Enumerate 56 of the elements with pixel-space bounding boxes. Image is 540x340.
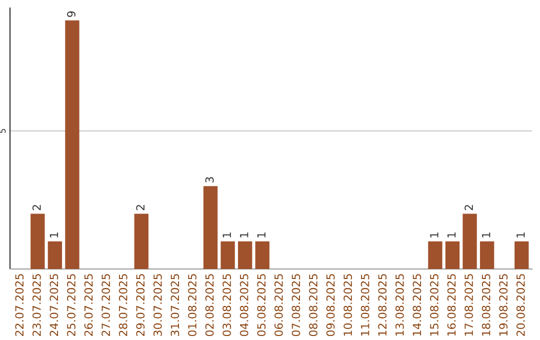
bar xyxy=(220,241,235,269)
x-tick-label: 10.08.2025 xyxy=(344,274,352,336)
x-tick-label: 18.08.2025 xyxy=(482,274,490,336)
x-tick-label: 04.08.2025 xyxy=(240,274,248,336)
x-tick-label: 07.08.2025 xyxy=(292,274,300,336)
data-label: 1 xyxy=(430,232,438,238)
bar xyxy=(445,241,460,269)
x-tick-label: 12.08.2025 xyxy=(378,274,387,336)
data-label: 9 xyxy=(67,11,76,17)
x-tick-label: 31.07.2025 xyxy=(170,274,180,336)
data-label: 1 xyxy=(482,232,490,238)
data-label: 1 xyxy=(50,232,58,238)
x-tick-label: 03.08.2025 xyxy=(222,274,232,336)
x-tick-label: 06.08.2025 xyxy=(274,274,283,336)
data-label: 1 xyxy=(257,232,266,238)
bar xyxy=(255,241,270,269)
x-tick-label: 02.08.2025 xyxy=(205,274,214,336)
data-label: 2 xyxy=(136,205,144,210)
bar xyxy=(65,20,80,269)
bar xyxy=(48,241,62,269)
x-tick-label: 09.08.2025 xyxy=(326,274,335,336)
data-label: 1 xyxy=(222,232,231,238)
x-tick-label: 22.07.2025 xyxy=(15,274,24,336)
bar xyxy=(514,241,529,269)
x-tick-label: 19.08.2025 xyxy=(499,274,508,336)
x-tick-label: 29.07.2025 xyxy=(136,274,145,336)
x-tick-label: 20.08.2025 xyxy=(516,274,525,336)
x-tick-label: 14.08.2025 xyxy=(412,274,422,336)
bar xyxy=(203,186,218,269)
x-tick-label: 05.08.2025 xyxy=(257,274,266,336)
data-label: 3 xyxy=(205,177,214,183)
data-label: 2 xyxy=(464,205,473,210)
bar xyxy=(462,214,477,269)
x-tick-label: 24.07.2025 xyxy=(50,274,58,336)
bar xyxy=(238,241,252,269)
bar xyxy=(480,241,494,269)
x-tick-label: 08.08.2025 xyxy=(309,274,318,336)
x-tick-label: 11.08.2025 xyxy=(360,274,370,336)
data-label: 1 xyxy=(516,232,525,238)
x-tick-label: 01.08.2025 xyxy=(188,274,196,336)
x-tick-label: 26.07.2025 xyxy=(84,274,93,336)
data-label: 1 xyxy=(240,232,248,238)
x-tick-label: 15.08.2025 xyxy=(430,274,438,336)
x-tick-label: 23.07.2025 xyxy=(32,274,41,336)
x-tick-label: 17.08.2025 xyxy=(464,274,473,336)
x-tick-label: 13.08.2025 xyxy=(395,274,404,336)
x-tick-label: 25.07.2025 xyxy=(67,274,76,336)
data-label: 1 xyxy=(447,232,456,238)
data-label: 2 xyxy=(32,205,41,210)
bar xyxy=(30,214,45,269)
bar xyxy=(134,214,148,269)
x-tick-label: 28.07.2025 xyxy=(118,274,128,336)
x-tick-label: 27.07.2025 xyxy=(102,274,110,336)
bar xyxy=(428,241,442,269)
x-tick-label: 30.07.2025 xyxy=(153,274,162,336)
x-tick-label: 16.08.2025 xyxy=(447,274,456,336)
